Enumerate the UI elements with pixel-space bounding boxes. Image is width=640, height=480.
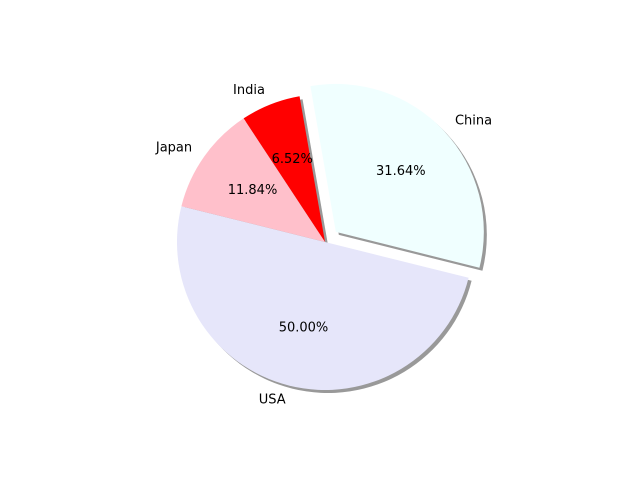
slice-label-india: India	[233, 83, 265, 98]
slice-label-japan: Japan	[155, 140, 192, 155]
slice-percent-usa: 50.00%	[279, 321, 329, 336]
slice-india	[243, 96, 325, 242]
slice-percent-japan: 11.84%	[228, 183, 278, 198]
slice-usa	[177, 206, 469, 390]
slice-label-china: China	[455, 113, 492, 128]
slice-china	[310, 83, 484, 268]
slice-japan	[181, 118, 325, 242]
slice-percent-china: 31.64%	[376, 164, 426, 179]
slice-label-usa: USA	[259, 392, 286, 407]
slice-percent-india: 6.52%	[272, 152, 313, 167]
slice-labels: USA 50.00% China 31.64% India 6.52% Japan 11.84…	[155, 83, 492, 407]
pie-slices	[177, 83, 484, 390]
